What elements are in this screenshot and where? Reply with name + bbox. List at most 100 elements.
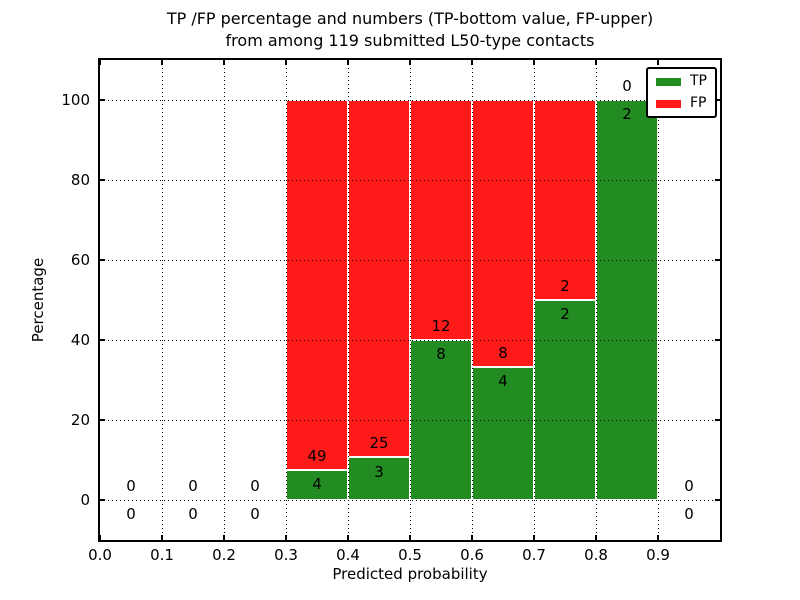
bar-fp-segment	[286, 100, 348, 470]
gridline-vertical	[224, 60, 225, 540]
gridline-vertical	[162, 60, 163, 540]
annotation-tp-count: 0	[684, 505, 694, 524]
annotation-tp-count: 4	[312, 475, 322, 494]
bar-fp-segment	[348, 100, 410, 458]
annotation-fp-count: 2	[560, 277, 570, 295]
x-tick-mark	[533, 535, 535, 540]
x-tick-label: 0.0	[88, 546, 112, 564]
bar-fp-segment	[534, 100, 596, 300]
y-tick-label: 80	[70, 171, 90, 189]
x-tick-mark	[471, 535, 473, 540]
bar-tp-segment	[534, 300, 596, 500]
y-tick-mark	[715, 179, 720, 181]
x-tick-label: 0.2	[212, 546, 236, 564]
annotation-tp-count: 2	[622, 105, 632, 124]
y-tick-label: 40	[70, 331, 90, 349]
x-tick-label: 0.1	[150, 546, 174, 564]
y-tick-mark	[100, 259, 105, 261]
x-tick-mark	[595, 535, 597, 540]
x-tick-mark	[347, 60, 349, 65]
x-tick-label: 0.9	[646, 546, 670, 564]
annotation-tp-count: 0	[126, 505, 136, 524]
annotation-fp-count: 25	[369, 434, 389, 453]
chart-title-line2: from among 119 submitted L50-type contac…	[225, 31, 595, 50]
gridline-horizontal	[100, 260, 720, 261]
x-tick-label: 0.4	[336, 546, 360, 564]
x-tick-label: 0.3	[274, 546, 298, 564]
y-tick-mark	[100, 419, 105, 421]
y-tick-mark	[715, 99, 720, 101]
annotation-fp-count: 0	[684, 477, 694, 495]
x-tick-label: 0.7	[522, 546, 546, 564]
chart-title: TP /FP percentage and numbers (TP-bottom…	[90, 8, 730, 52]
x-tick-mark	[223, 535, 225, 540]
legend-label-tp: TP	[690, 73, 707, 89]
annotation-fp-count: 0	[126, 477, 136, 495]
y-tick-label: 100	[61, 91, 90, 109]
x-tick-mark	[161, 535, 163, 540]
annotation-tp-count: 3	[374, 462, 384, 481]
annotation-fp-count: 0	[622, 77, 632, 95]
plot-area: 0.0 0.1 0.2 0.3 0.4 0.5 0.6 0.7 0.8 0.9 0 20 40 60 80 1…	[61, 58, 722, 564]
gridline-vertical	[596, 60, 597, 540]
y-tick-mark	[715, 259, 720, 261]
gridline-horizontal	[100, 500, 720, 501]
x-tick-mark	[471, 60, 473, 65]
x-tick-mark	[409, 60, 411, 65]
x-tick-mark	[533, 60, 535, 65]
gridline-vertical	[472, 60, 473, 540]
annotation-tp-count: 2	[560, 305, 570, 324]
gridline-horizontal	[100, 100, 720, 101]
x-tick-mark	[657, 60, 659, 65]
x-tick-mark	[99, 60, 101, 65]
y-tick-mark	[100, 499, 105, 501]
gridline-vertical	[534, 60, 535, 540]
bar-tp-segment	[596, 100, 658, 500]
gridline-vertical	[348, 60, 349, 540]
annotation-fp-count: 0	[250, 477, 260, 495]
bar-tp-segment	[286, 469, 348, 500]
y-tick-mark	[100, 179, 105, 181]
y-tick-mark	[100, 339, 105, 341]
legend: TP FP	[646, 67, 717, 118]
y-tick-mark	[715, 499, 720, 501]
gridline-horizontal	[100, 180, 720, 181]
x-tick-mark	[223, 60, 225, 65]
chart-title-line1: TP /FP percentage and numbers (TP-bottom…	[166, 9, 654, 28]
x-tick-mark	[285, 535, 287, 540]
bar-fp-segment	[472, 100, 534, 367]
gridline-vertical	[286, 60, 287, 540]
y-tick-label: 0	[80, 491, 90, 509]
gridline-vertical	[658, 60, 659, 540]
bar-tp-segment	[472, 366, 534, 500]
annotation-tp-count: 8	[436, 345, 446, 364]
y-tick-label: 20	[70, 411, 90, 429]
gridline-horizontal	[100, 420, 720, 421]
bar-fp-segment	[410, 100, 472, 340]
gridline-horizontal	[100, 340, 720, 341]
x-tick-label: 0.5	[398, 546, 422, 564]
legend-swatch-tp-icon	[656, 77, 681, 86]
y-axis-label: Percentage	[29, 257, 47, 343]
annotation-fp-count: 49	[307, 446, 327, 465]
legend-entry-fp: FP	[656, 96, 707, 111]
x-tick-mark	[409, 535, 411, 540]
annotation-fp-count: 8	[498, 343, 508, 362]
x-axis-label: Predicted probability	[332, 565, 488, 583]
x-tick-mark	[657, 535, 659, 540]
x-tick-label: 0.6	[460, 546, 484, 564]
x-tick-mark	[595, 60, 597, 65]
x-tick-mark	[347, 535, 349, 540]
x-tick-mark	[285, 60, 287, 65]
y-tick-label: 60	[70, 251, 90, 269]
y-tick-mark	[715, 419, 720, 421]
annotation-tp-count: 0	[188, 505, 198, 524]
legend-swatch-fp-icon	[656, 99, 681, 108]
gridline-vertical	[410, 60, 411, 540]
x-tick-label: 0.8	[584, 546, 608, 564]
x-tick-mark	[99, 535, 101, 540]
x-tick-mark	[161, 60, 163, 65]
annotation-tp-count: 4	[498, 372, 508, 391]
legend-entry-tp: TP	[656, 74, 707, 89]
